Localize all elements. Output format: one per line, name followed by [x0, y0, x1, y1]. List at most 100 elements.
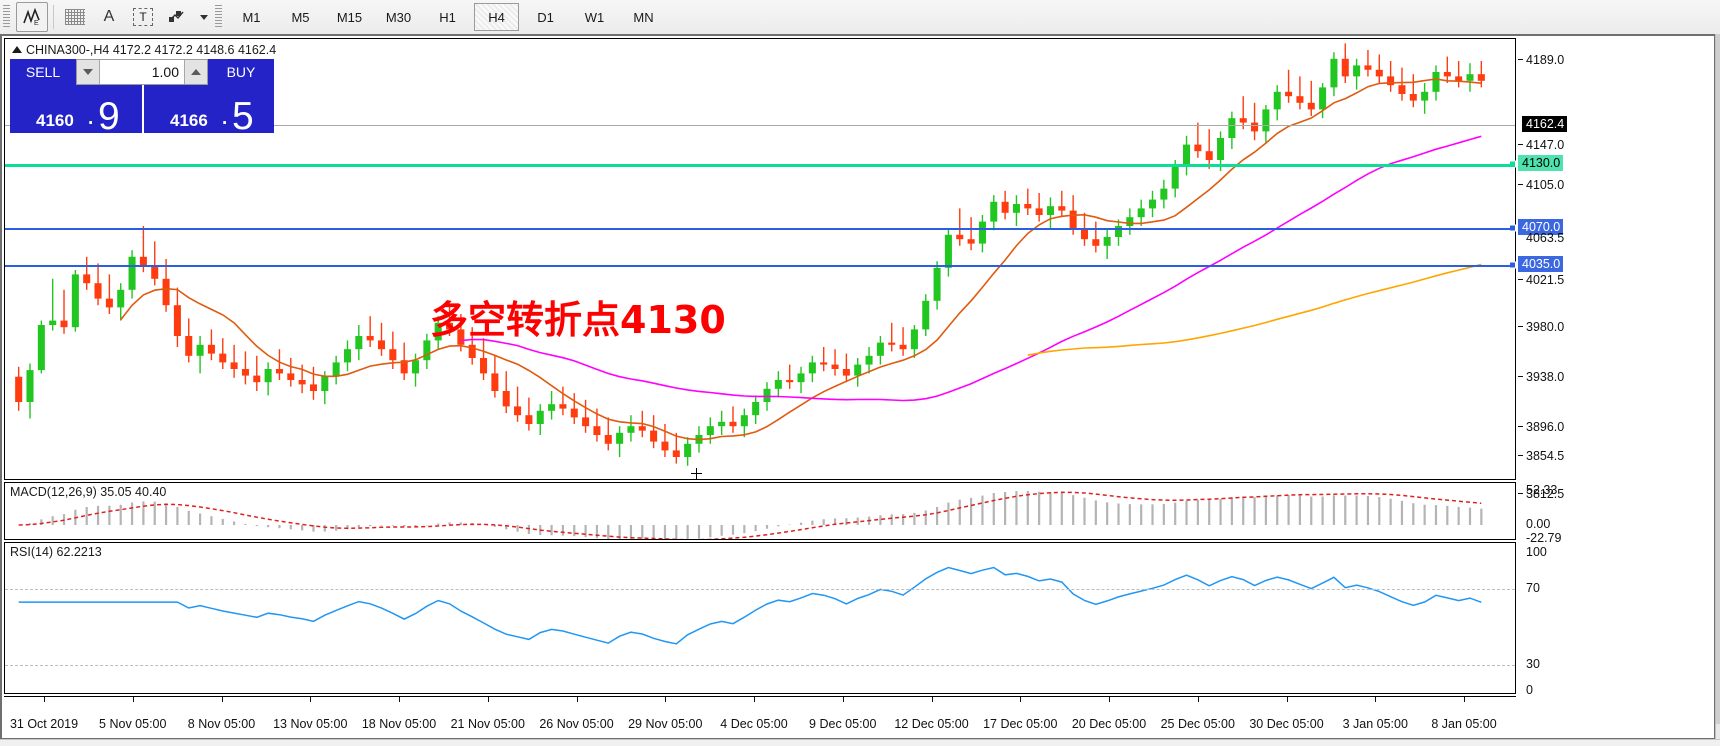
level-line-4130[interactable] — [5, 164, 1515, 167]
sell-price-fraction: 9 — [98, 95, 120, 138]
rsi-series — [18, 566, 1482, 645]
time-label: 13 Nov 05:00 — [273, 717, 348, 731]
timeframe-m30[interactable]: M30 — [385, 9, 412, 25]
time-label: 26 Nov 05:00 — [539, 717, 614, 731]
level-line-4070[interactable] — [5, 228, 1515, 230]
one-click-prices-row: 4160 . 9 4166 . 5 — [10, 85, 274, 138]
rsi-tick-100: 100 — [1526, 545, 1547, 559]
chart-canvas: CHINA300-,H4 4172.2 4172.2 4148.6 4162.4… — [4, 36, 1716, 738]
volume-decrease-icon[interactable] — [77, 60, 100, 84]
toolbar-separator — [53, 5, 54, 29]
macd-tick-high: 52.33 — [1526, 483, 1558, 497]
rsi-label: RSI(14) 62.2213 — [10, 545, 102, 559]
price-axis[interactable]: 4189.0 4162.4 4147.0 4130.0 4105.0 4070.… — [1518, 38, 1716, 480]
time-label: 8 Jan 05:00 — [1431, 717, 1497, 731]
price-pane[interactable]: CHINA300-,H4 4172.2 4172.2 4148.6 4162.4… — [4, 38, 1516, 480]
price-tick-4105: 4105.0 — [1518, 178, 1564, 192]
time-tick — [1197, 697, 1199, 702]
timeframe-mn[interactable]: MN — [633, 9, 654, 25]
text-A-icon[interactable]: A — [103, 8, 115, 25]
time-label: 30 Dec 05:00 — [1249, 717, 1324, 731]
rsi-level-70-line — [5, 589, 1515, 590]
price-tick-4147: 4147.0 — [1518, 138, 1564, 152]
price-tick-3938: 3938.0 — [1518, 370, 1564, 384]
sell-button[interactable]: SELL — [10, 59, 76, 86]
macd-axis: 52.33 0.00 -22.79 — [1518, 482, 1716, 545]
timeframe-group-grip[interactable] — [215, 5, 222, 29]
one-click-controls-row: SELL 1.00 BUY — [10, 59, 274, 86]
time-label: 12 Dec 05:00 — [894, 717, 969, 731]
buy-price-box[interactable]: 4166 . 5 — [142, 85, 274, 136]
time-label: 25 Dec 05:00 — [1160, 717, 1235, 731]
timeframe-m15[interactable]: M15 — [336, 9, 363, 25]
level-tag-4070[interactable]: 4070.0 — [1518, 219, 1564, 235]
buy-price-integer: 4166 — [170, 111, 208, 130]
macd-pane[interactable]: MACD(12,26,9) 35.05 40.40 — [4, 482, 1516, 540]
time-label: 17 Dec 05:00 — [983, 717, 1058, 731]
last-price-tag: 4162.4 — [1522, 116, 1568, 132]
level-tag-4130[interactable]: 4130.0 — [1518, 155, 1564, 171]
chart-template-icon[interactable]: E — [16, 2, 48, 32]
time-label: 29 Nov 05:00 — [628, 717, 703, 731]
time-tick — [1464, 697, 1465, 702]
time-tick — [1020, 697, 1022, 702]
timeframe-m5[interactable]: M5 — [291, 9, 310, 25]
time-tick — [754, 697, 755, 702]
price-tick-3980: 3980.0 — [1518, 320, 1564, 334]
time-tick — [399, 697, 400, 702]
time-tick — [665, 697, 667, 702]
time-label: 3 Jan 05:00 — [1342, 717, 1408, 731]
price-tick-4063: 4063.5 — [1526, 231, 1565, 245]
volume-input[interactable]: 1.00 — [100, 60, 184, 84]
volume-increase-icon[interactable] — [184, 60, 207, 84]
sell-price-decimal-point: . — [88, 108, 94, 129]
time-tick — [1286, 697, 1288, 702]
rsi-level-30-line — [5, 665, 1515, 666]
timeframe-d1[interactable]: D1 — [537, 9, 554, 25]
one-click-trading-panel[interactable]: SELL 1.00 BUY 4160 . 9 4166 . 5 — [10, 59, 274, 138]
sell-price-box[interactable]: 4160 . 9 — [10, 85, 142, 138]
rsi-pane[interactable]: RSI(14) 62.2213 — [4, 542, 1516, 694]
last-price-line — [5, 125, 1515, 126]
price-tick-4021: 4021.5 — [1518, 273, 1564, 287]
macd-series — [18, 491, 1483, 539]
price-tick-3854: 3854.5 — [1518, 449, 1564, 463]
buy-button[interactable]: BUY — [208, 59, 274, 86]
price-tick-3812: 3812.5 — [1518, 487, 1564, 501]
timeframe-h4[interactable]: H4 — [474, 3, 519, 31]
sell-price-integer: 4160 — [36, 111, 74, 130]
time-tick — [132, 697, 134, 702]
volume-stepper[interactable]: 1.00 — [76, 59, 208, 85]
status-bar — [0, 739, 1720, 746]
rsi-axis: 100 70 30 0 — [1518, 542, 1716, 697]
grid-icon[interactable] — [59, 2, 91, 32]
candlestick-series — [15, 43, 1485, 466]
text-label-icon[interactable]: T — [127, 2, 159, 32]
time-tick — [842, 697, 844, 702]
objects-icon[interactable] — [161, 2, 193, 32]
level-tag-4035[interactable]: 4035.0 — [1518, 256, 1564, 272]
time-label: 4 Dec 05:00 — [720, 717, 788, 731]
chart-header: CHINA300-,H4 4172.2 4172.2 4148.6 4162.4 — [12, 43, 276, 57]
time-axis[interactable]: 31 Oct 2019 5 Nov 05:00 8 Nov 05:00 13 Nov … — [4, 696, 1516, 739]
chart-expand-icon[interactable] — [12, 46, 22, 53]
time-label: 9 Dec 05:00 — [809, 717, 877, 731]
objects-dropdown-caret-icon[interactable] — [195, 2, 211, 32]
level-line-4035[interactable] — [5, 265, 1515, 267]
chart-annotation-text[interactable]: 多空转折点4130 — [430, 298, 726, 342]
time-label: 20 Dec 05:00 — [1071, 717, 1147, 731]
timeframe-group: M1 M5 M15 M30 H1 H4 D1 W1 MN — [227, 3, 668, 31]
timeframe-h1[interactable]: H1 — [439, 9, 456, 25]
toolbar-grip[interactable] — [3, 5, 10, 29]
price-tick-3896: 3896.0 — [1518, 420, 1564, 434]
time-label: 31 Oct 2019 — [9, 717, 79, 731]
timeframe-m1[interactable]: M1 — [242, 9, 261, 25]
time-label: 5 Nov 05:00 — [99, 717, 167, 731]
time-tick — [1375, 697, 1377, 702]
time-tick — [44, 697, 45, 702]
vertical-scrollbar[interactable] — [1715, 34, 1720, 740]
time-tick — [1109, 697, 1110, 702]
macd-tick-zero: 0.00 — [1526, 517, 1551, 531]
timeframe-w1[interactable]: W1 — [584, 9, 605, 25]
time-tick — [931, 697, 933, 702]
